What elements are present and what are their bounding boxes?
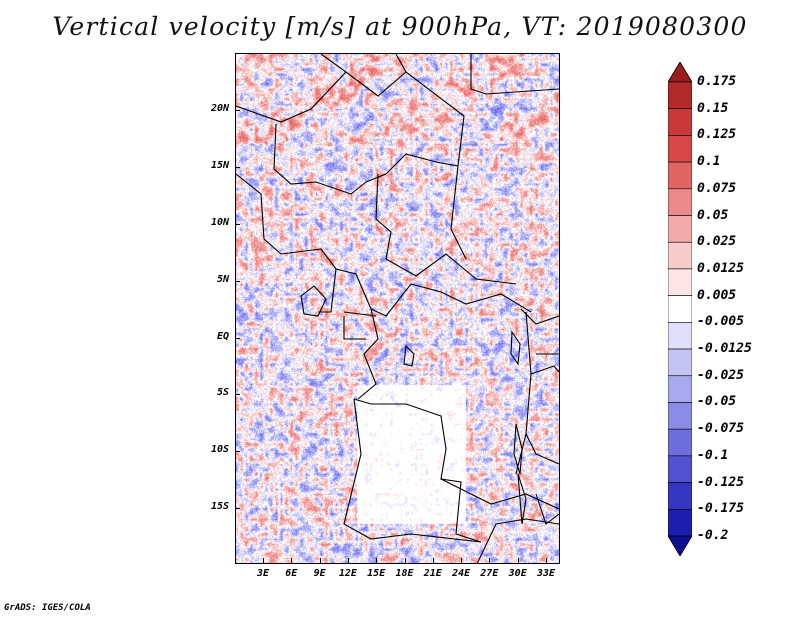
colorbar-label: 0.05 [697,207,729,223]
lon-tick-label: 18E [395,568,414,579]
lon-tick-label: 21E [423,568,442,579]
lon-tick-label: 15E [367,568,386,579]
colorbar-swatch [668,135,692,163]
lon-tick-mark [432,558,434,563]
colorbar-label: -0.125 [697,474,744,490]
colorbar-label: 0.0125 [697,260,744,276]
lat-tick-mark [235,110,240,111]
lon-tick-label: 24E [452,568,471,579]
colorbar-label: -0.2 [697,528,729,543]
lat-tick-mark [235,281,240,282]
colorbar-swatch [668,268,692,296]
lon-tick-label: 30E [508,568,527,579]
lat-tick-mark [235,394,240,395]
country-borders [236,54,559,563]
colorbar-swatch [668,428,692,457]
colorbar-swatch [668,508,692,537]
colorbar-swatch [668,482,692,510]
lat-tick-mark [235,167,240,168]
colorbar-swatch [668,108,692,136]
colorbar-label: 0.025 [697,234,737,250]
colorbar-label: 0.175 [697,74,737,89]
colorbar-top-arrow [668,62,692,83]
lon-tick-mark [319,558,321,563]
colorbar-label: 0.125 [697,127,737,143]
lat-tick-label: 15S [210,501,229,512]
lon-tick-mark [291,558,293,563]
map-plot-area [235,53,560,564]
lon-tick-mark [461,558,463,563]
lon-tick-label: 27E [480,568,499,579]
lon-tick-label: 3E [256,568,270,579]
lat-tick-label: 20N [210,103,229,114]
colorbar-swatch [668,295,692,323]
lat-tick-mark [235,224,240,225]
lon-tick-label: 6E [285,568,298,579]
colorbar-label: -0.005 [697,314,744,330]
colorbar [668,62,692,556]
lat-tick-mark [235,338,240,339]
vertical-velocity-field [236,54,559,563]
lat-tick-label: 10S [210,444,229,455]
colorbar-swatch [668,402,692,430]
lon-tick-label: 9E [313,568,326,579]
colorbar-label: -0.1 [697,447,729,463]
colorbar-label: 0.15 [697,100,729,116]
lon-tick-mark [376,558,378,563]
colorbar-label: 0.1 [697,154,721,170]
lon-tick-label: 33E [536,568,556,579]
colorbar-swatch [668,322,692,350]
lon-tick-mark [347,558,349,563]
lon-tick-mark [546,558,547,563]
colorbar-swatch [668,161,692,190]
lon-tick-mark [489,558,491,563]
lat-tick-mark [235,451,240,452]
colorbar-swatch [668,188,692,216]
colorbar-label: -0.05 [697,394,737,410]
colorbar-label: -0.075 [697,421,744,437]
colorbar-swatch [668,348,692,377]
colorbar-swatch [668,215,692,243]
colorbar-label: -0.025 [697,367,744,383]
lon-tick-mark [263,558,264,563]
colorbar-swatch [668,455,692,483]
colorbar-label: 0.075 [697,180,737,196]
colorbar-swatch [668,375,692,403]
lat-tick-label: EQ [216,331,229,342]
lat-tick-mark [235,508,240,509]
lat-tick-label: 15N [210,160,229,171]
colorbar-label: 0.005 [697,287,737,303]
colorbar-label: -0.0125 [697,341,752,357]
colorbar-swatch [668,241,692,270]
lon-tick-mark [517,558,519,563]
colorbar-swatch [668,81,692,110]
lon-tick-mark [404,558,406,563]
grads-credit: GrADS: IGES/COLA [4,603,91,613]
lat-tick-label: 10N [210,217,229,228]
chart-title: Vertical velocity [m/s] at 900hPa, VT: 2… [52,12,748,41]
colorbar-bottom-arrow [668,535,692,556]
colorbar-label: -0.175 [697,501,744,517]
lon-tick-label: 12E [338,568,357,579]
lat-tick-label: 5N [216,274,229,285]
lat-tick-label: 5S [216,387,229,398]
